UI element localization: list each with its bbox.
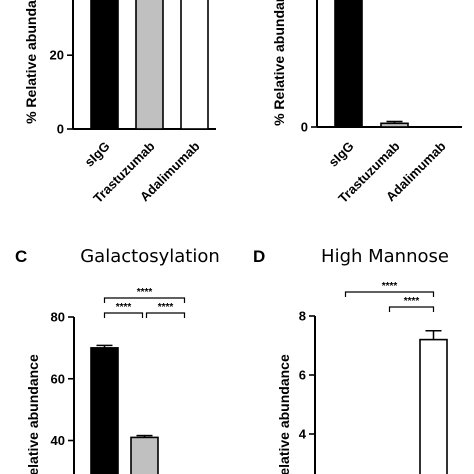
y-tick-label: 8 (299, 309, 306, 324)
chart-panel-0: 020% Relative abundancesIgGTrastuzumabAd… (23, 0, 216, 206)
significance-bracket (103, 312, 144, 318)
significance-label: **** (382, 281, 398, 292)
bar-sigg (90, 0, 119, 130)
y-axis-label: % Relative abundance (23, 0, 39, 124)
panel-letter: D (253, 247, 265, 266)
bar-trastuzumab (135, 0, 164, 130)
chart-panel-3: D High Mannose 4 6 8 Relative abundance **** **… (253, 246, 449, 474)
significance-bracket (145, 312, 186, 318)
y-tick-label: 6 (299, 368, 306, 383)
bar-adalimumab (180, 0, 209, 130)
y-tick-label: 60 (51, 371, 65, 386)
bar-trastuzumab (380, 122, 409, 128)
significance-bracket (344, 291, 435, 297)
bar-trastuzumab (130, 436, 159, 474)
chart-panel-2: C Galactosylation 40 60 80 Relative abundance… (15, 246, 220, 474)
y-tick-label: 0 (57, 122, 64, 137)
y-axis-label: % Relative abundance (271, 0, 287, 126)
y-tick-label: 40 (51, 433, 65, 448)
x-category-label: sIgG (82, 139, 113, 170)
chart-panel-1: 0% Relative abundancesIgGTrastuzumabAdal… (271, 0, 462, 206)
y-axis-label: Relative abundance (276, 354, 292, 474)
significance-label: **** (116, 302, 132, 313)
chart-title: High Mannose (321, 246, 449, 267)
y-tick-label: 20 (50, 48, 64, 63)
bar-sigg (334, 0, 363, 128)
significance-label: **** (158, 302, 174, 313)
bar-adalimumab (419, 338, 448, 474)
y-tick-label: 80 (51, 310, 65, 325)
significance-bracket (103, 297, 186, 303)
panel-letter: C (15, 247, 27, 266)
significance-bracket (388, 306, 435, 312)
chart-title: Galactosylation (80, 246, 220, 267)
significance-label: **** (404, 296, 420, 307)
x-category-label: sIgG (326, 139, 357, 170)
y-axis-label: Relative abundance (25, 354, 41, 474)
y-tick-label: 4 (299, 427, 307, 442)
bar-sigg (90, 347, 119, 474)
significance-label: **** (137, 287, 153, 298)
y-tick-label: 0 (301, 120, 308, 135)
